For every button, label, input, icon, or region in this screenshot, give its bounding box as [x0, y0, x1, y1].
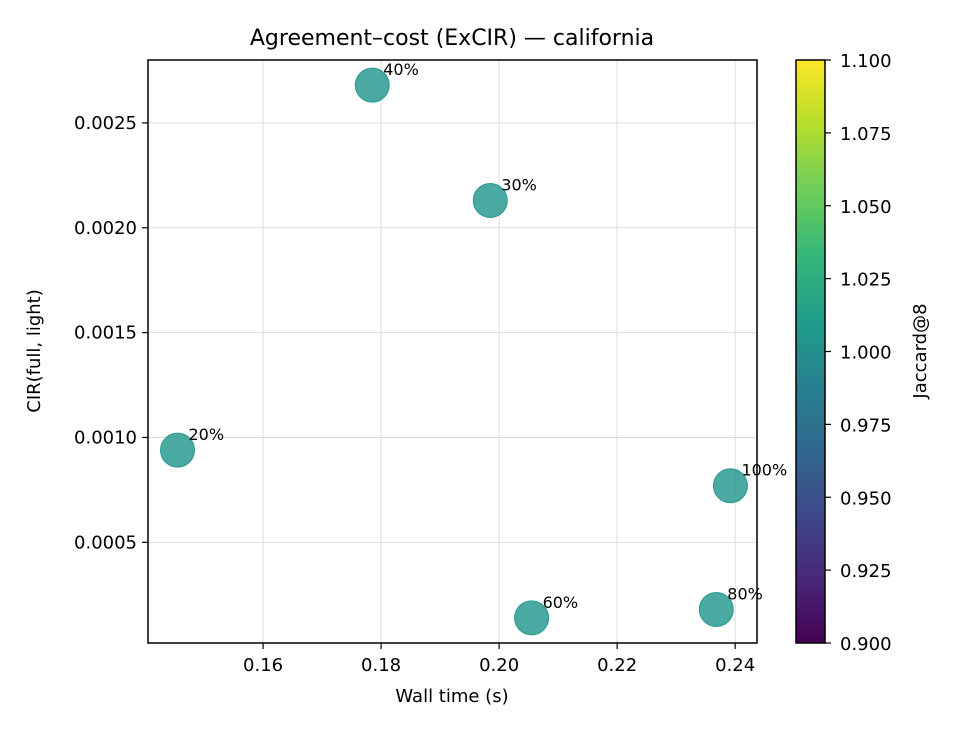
x-tick-label: 0.24 [715, 655, 755, 676]
data-point [160, 432, 196, 468]
y-tick-label: 0.0020 [74, 218, 137, 239]
grid [148, 60, 757, 643]
x-axis-label: Wall time (s) [395, 686, 508, 707]
colorbar-tick-label: 1.050 [840, 197, 892, 218]
colorbar-tick-label: 1.100 [840, 51, 892, 72]
data-point [514, 600, 550, 636]
colorbar-tick-label: 0.975 [840, 415, 892, 436]
y-tick-label: 0.0025 [74, 113, 137, 134]
x-tick-label: 0.16 [243, 655, 283, 676]
colorbar-tick-label: 0.950 [840, 488, 892, 509]
y-tick-label: 0.0015 [74, 323, 137, 344]
colorbar-tick-label: 0.900 [840, 634, 892, 655]
point-label: 30% [501, 176, 537, 195]
y-axis: 0.0005 0.0010 0.0015 0.0020 0.0025 [74, 113, 148, 553]
data-point [354, 67, 390, 103]
colorbar-tick-label: 0.925 [840, 561, 892, 582]
chart-title: Agreement–cost (ExCIR) — california [250, 26, 654, 51]
y-tick-label: 0.0010 [74, 427, 137, 448]
y-axis-label: CIR(full, light) [24, 289, 45, 413]
colorbar [795, 59, 826, 644]
y-tick-label: 0.0005 [74, 532, 137, 553]
data-point [698, 591, 734, 627]
colorbar-axis: 0.900 0.925 0.950 0.975 1.000 1.025 1.050 1.075… [825, 51, 892, 655]
data-point [472, 183, 508, 219]
plot-frame [147, 59, 758, 644]
colorbar-tick-label: 1.075 [840, 124, 892, 145]
point-labels: 20% 40% 30% 60% 80% 100% [189, 60, 788, 612]
point-label: 80% [727, 584, 763, 603]
x-tick-label: 0.18 [361, 655, 401, 676]
x-axis: 0.16 0.18 0.20 0.22 0.24 [243, 643, 755, 676]
x-tick-label: 0.20 [479, 655, 519, 676]
colorbar-tick-label: 1.000 [840, 343, 892, 364]
data-points [160, 67, 748, 636]
point-label: 60% [543, 593, 579, 612]
point-label: 100% [741, 461, 787, 480]
point-label: 40% [383, 60, 419, 79]
colorbar-tick-label: 1.025 [840, 270, 892, 291]
colorbar-label: Jaccard@8 [910, 303, 931, 399]
data-point [712, 468, 748, 504]
point-label: 20% [189, 425, 225, 444]
x-tick-label: 0.22 [597, 655, 637, 676]
